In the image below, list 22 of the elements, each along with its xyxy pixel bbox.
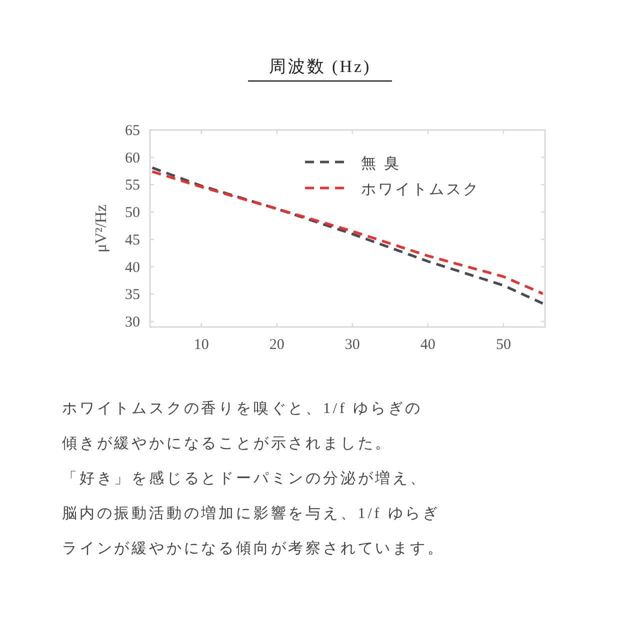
y-axis-title: μV²/Hz — [93, 204, 110, 253]
legend-label: 無 臭 — [361, 155, 401, 172]
text: ホワイトムスクの香りを嗅ぐと、1/f ゆらぎの — [62, 400, 423, 417]
chart-title: 周波数 (Hz) — [268, 57, 372, 76]
text: ラインが緩やかになる傾向が考察されています。 — [62, 540, 445, 557]
y-tick-label: 40 — [125, 260, 140, 276]
x-tick-label: 30 — [344, 337, 360, 353]
x-tick-label: 40 — [420, 337, 436, 353]
y-tick-label: 35 — [125, 287, 140, 304]
legend-label: ホワイトムスク — [361, 182, 480, 198]
y-tick-label: 60 — [125, 150, 140, 166]
text: 脳内の振動活動の増加に影響を与え、1/f ゆらぎ — [62, 505, 440, 522]
text: 「好き」を感じるとドーパミンの分泌が増え、 — [62, 470, 428, 487]
y-tick-label: 30 — [125, 314, 140, 331]
x-tick-label: 10 — [194, 337, 209, 353]
y-tick-label: 50 — [125, 205, 140, 222]
y-tick-label: 65 — [125, 123, 140, 139]
y-tick-label: 45 — [125, 232, 140, 248]
x-tick-label: 20 — [269, 337, 284, 353]
text: 傾きが緩やかになることが示されました。 — [62, 436, 393, 452]
x-tick-label: 50 — [496, 337, 511, 353]
y-tick-label: 55 — [125, 178, 140, 194]
